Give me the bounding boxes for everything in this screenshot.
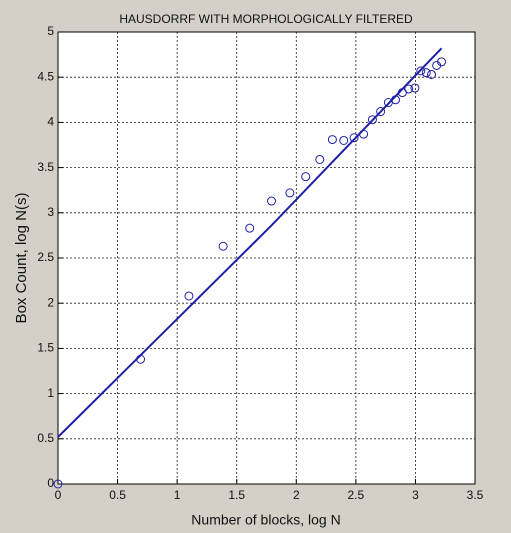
y-axis-label: Box Count, log N(s): [13, 193, 30, 324]
point: [349, 133, 359, 143]
x-tick-label: 0.5: [109, 488, 126, 502]
point: [285, 188, 295, 198]
point: [421, 68, 431, 78]
x-tick-label: 0: [55, 488, 62, 502]
x-tick-label: 1: [174, 488, 181, 502]
y-tick-label: 0: [47, 476, 54, 490]
y-tick-label: 4.5: [37, 69, 54, 83]
y-tick-label: 3: [47, 205, 54, 219]
y-tick-label: 2.5: [37, 250, 54, 264]
fit-line: [57, 47, 443, 438]
point: [245, 223, 255, 233]
point: [327, 135, 337, 145]
point: [427, 69, 437, 79]
chart-title: HAUSDORRF WITH MORPHOLOGICALLY FILTERED: [119, 12, 413, 26]
point: [416, 66, 426, 76]
point: [218, 241, 228, 251]
point: [404, 84, 414, 94]
point: [53, 479, 63, 489]
point: [267, 196, 277, 206]
point: [410, 83, 420, 93]
point: [315, 154, 325, 164]
point: [437, 57, 447, 67]
y-tick-label: 0.5: [37, 431, 54, 445]
x-tick-label: 2: [293, 488, 300, 502]
x-tick-label: 3.5: [467, 488, 484, 502]
y-tick-label: 4: [47, 115, 54, 129]
y-tick-label: 5: [47, 24, 54, 38]
axes-box: [57, 31, 476, 485]
point: [339, 135, 349, 145]
point: [367, 115, 377, 125]
y-tick-label: 3.5: [37, 160, 54, 174]
point: [376, 107, 386, 117]
point: [184, 291, 194, 301]
x-tick-label: 2.5: [348, 488, 365, 502]
y-tick-label: 2: [47, 295, 54, 309]
x-tick-label: 3: [412, 488, 419, 502]
x-tick-label: 1.5: [228, 488, 245, 502]
x-axis-label: Number of blocks, log N: [191, 512, 340, 528]
point: [301, 172, 311, 182]
y-tick-label: 1.5: [37, 341, 54, 355]
y-tick-label: 1: [47, 386, 54, 400]
